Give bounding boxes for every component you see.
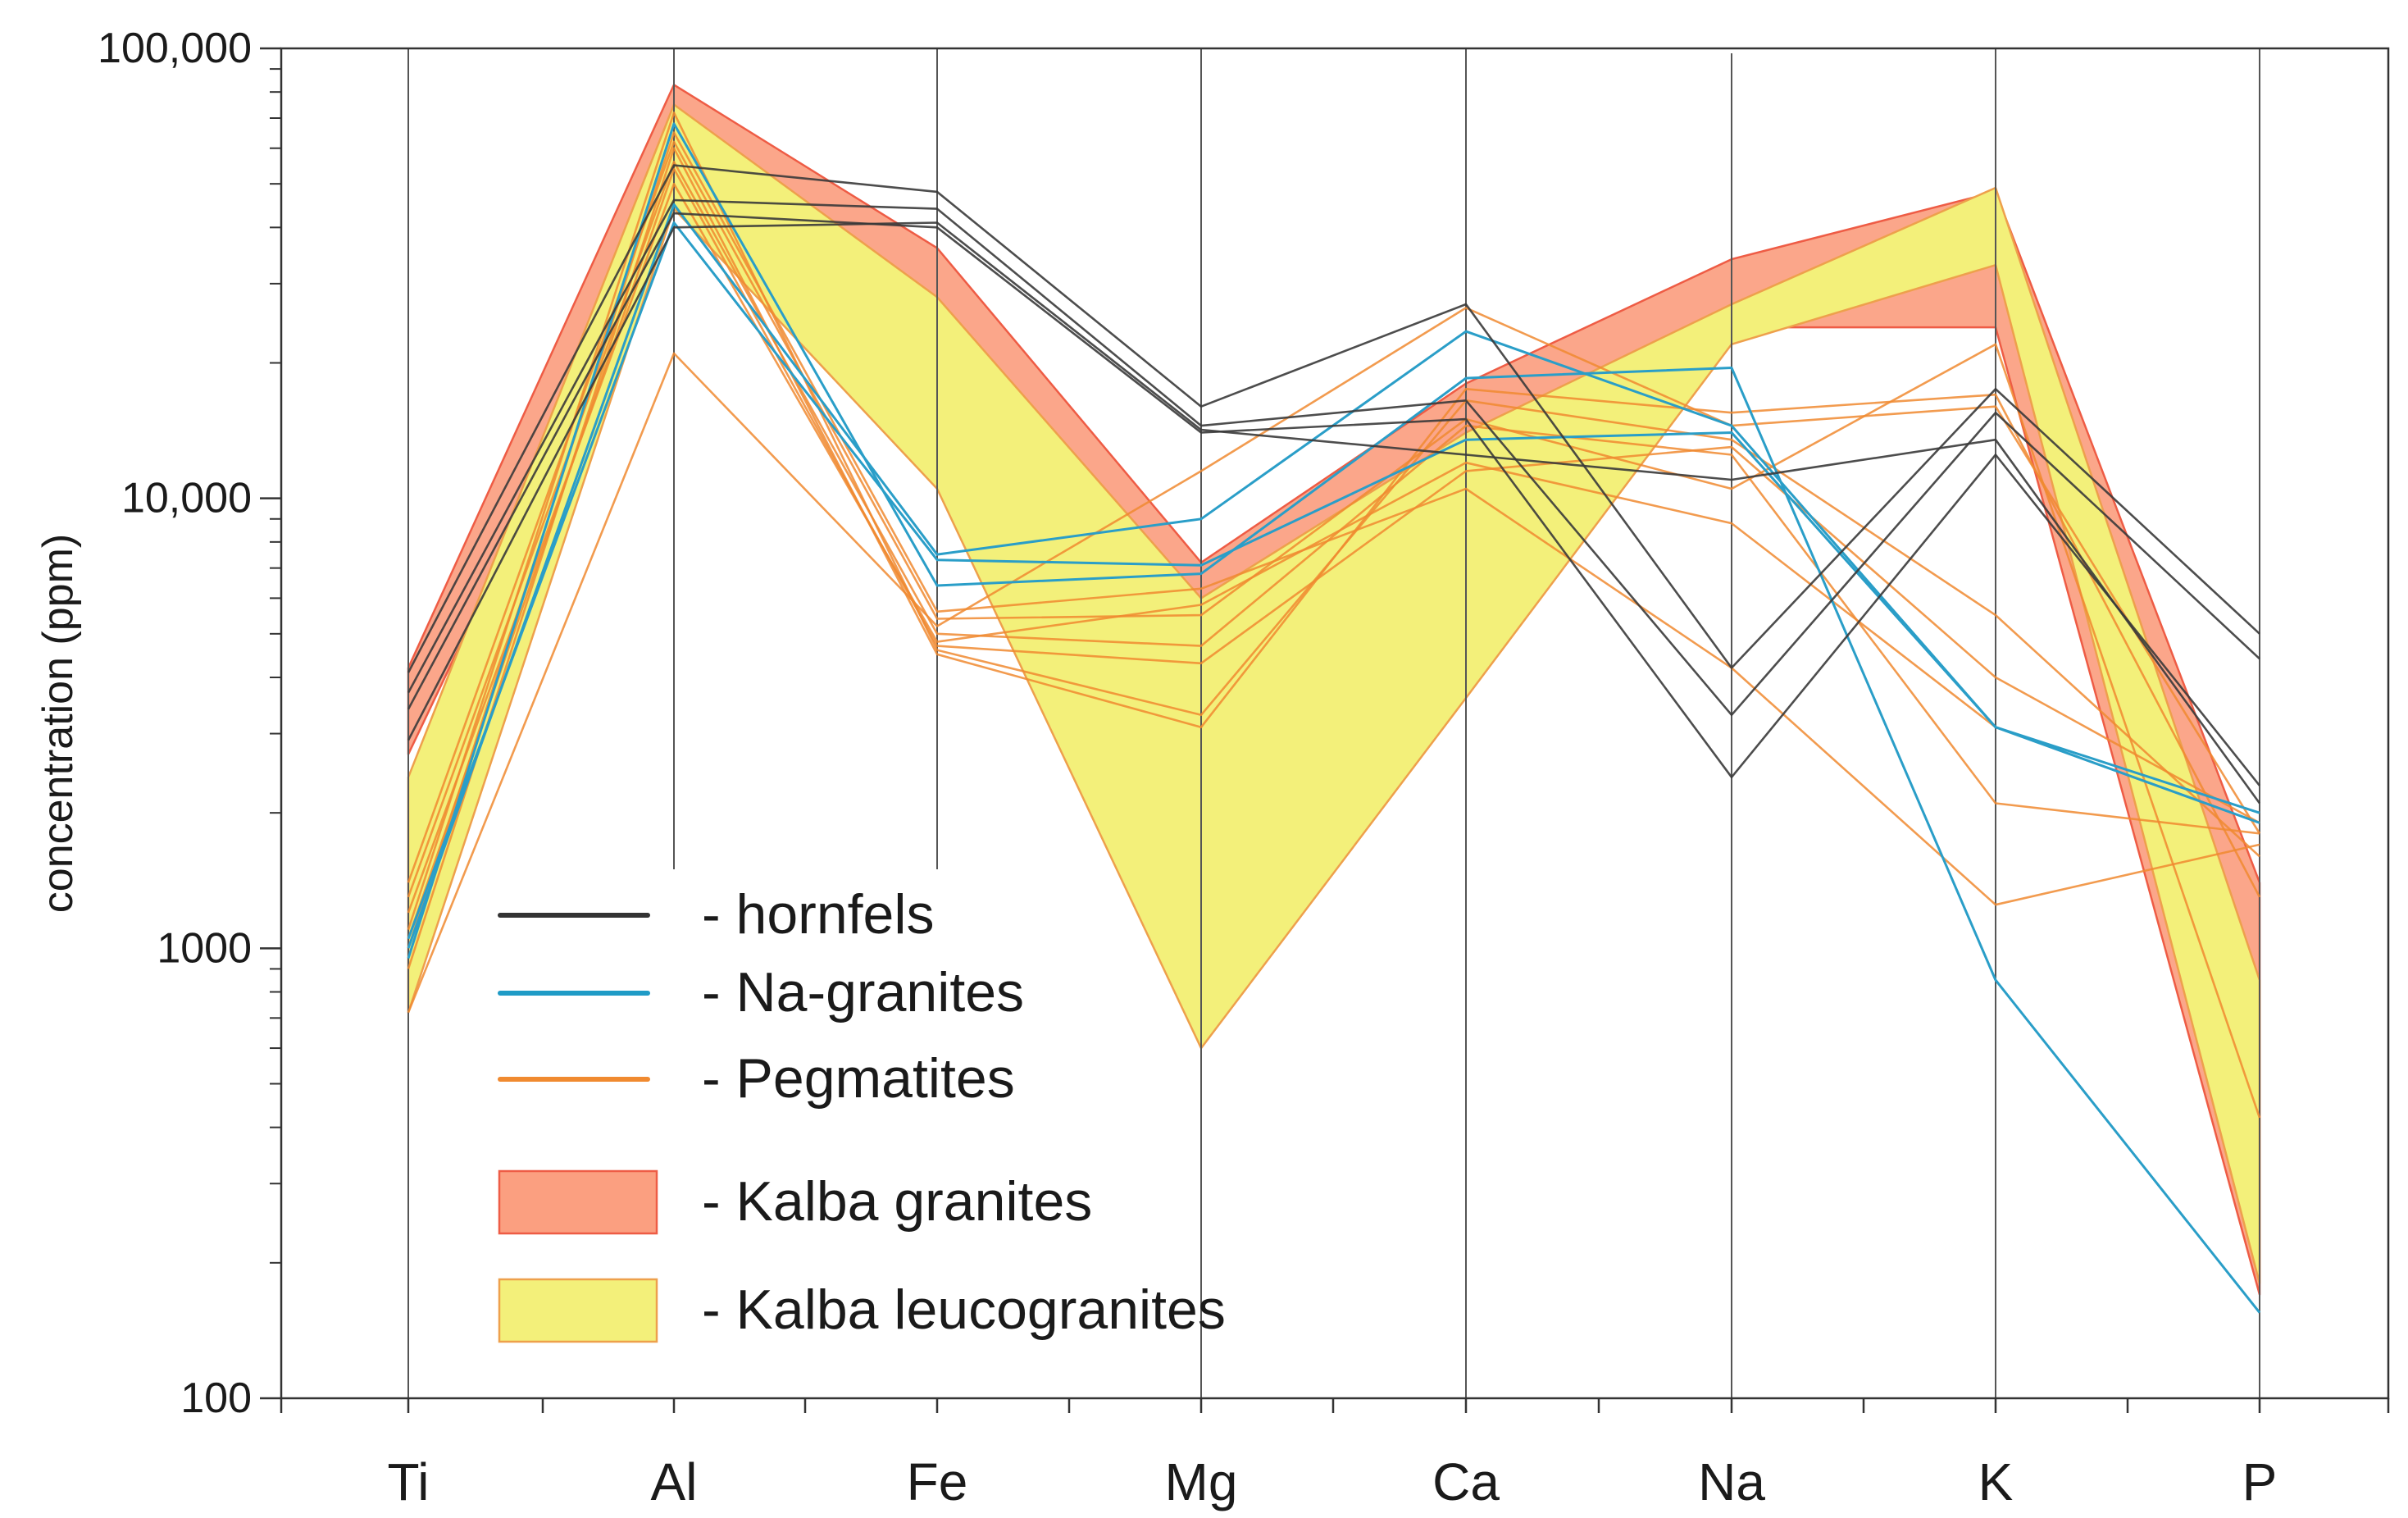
y-tick-label: 100,000	[98, 25, 252, 72]
legend: - hornfels - Na-granites - Pegmatites - Kal…	[498, 883, 1226, 1343]
series-line-pegmatites-4	[407, 160, 2260, 898]
legend-label-kalba-leucogranites: - Kalba leucogranites	[702, 1279, 1226, 1341]
series-line-pegmatites-5	[407, 131, 2260, 949]
y-axis-label: concentration (ppm)	[34, 534, 82, 913]
series-line-hornfels-3	[407, 212, 2261, 786]
bands-layer	[407, 84, 2261, 1296]
series-line-hornfels-4	[407, 221, 2261, 805]
x-tick-label-Ca: Ca	[1432, 1452, 1500, 1511]
series-line-hornfels-1	[407, 164, 2260, 673]
x-tick-label-Ti: Ti	[388, 1452, 430, 1511]
plot-frame	[280, 47, 2390, 1400]
series-line-pegmatites-8	[407, 167, 2260, 940]
y-tick-label: 1000	[157, 924, 252, 972]
x-tick-label-K: K	[1978, 1452, 2014, 1511]
x-tick-label-Fe: Fe	[907, 1452, 968, 1511]
series-line-pegmatites-7	[407, 140, 2261, 1119]
x-tick-label-P: P	[2242, 1452, 2278, 1511]
legend-label-kalba-granites: - Kalba granites	[702, 1170, 1092, 1233]
axes-layer	[260, 47, 2390, 1413]
x-tick-label-Mg: Mg	[1165, 1452, 1238, 1511]
y-tick-label: 100	[180, 1374, 252, 1422]
legend-swatch-kalba-granites	[498, 1169, 658, 1235]
series-line-hornfels-2	[407, 198, 2260, 717]
x-tick-label-Al: Al	[651, 1452, 698, 1511]
series-layer	[407, 112, 2261, 1314]
y-tick-label: 10,000	[121, 475, 252, 522]
legend-label-pegmatites: - Pegmatites	[702, 1047, 1015, 1110]
legend-swatch-kalba-leucogranites	[498, 1278, 658, 1343]
x-tick-label-Na: Na	[1698, 1452, 1765, 1511]
series-line-pegmatites-1	[407, 307, 2261, 1014]
tick-labels: 100 1000 10,000 100,000 Ti Al Fe Mg Ca Na K P	[98, 25, 2277, 1511]
legend-label-na-granites: - Na-granites	[702, 961, 1024, 1023]
series-line-na-granites-3	[407, 221, 2260, 940]
series-line-pegmatites-6	[407, 182, 2260, 914]
legend-label-hornfels: - hornfels	[702, 883, 934, 946]
